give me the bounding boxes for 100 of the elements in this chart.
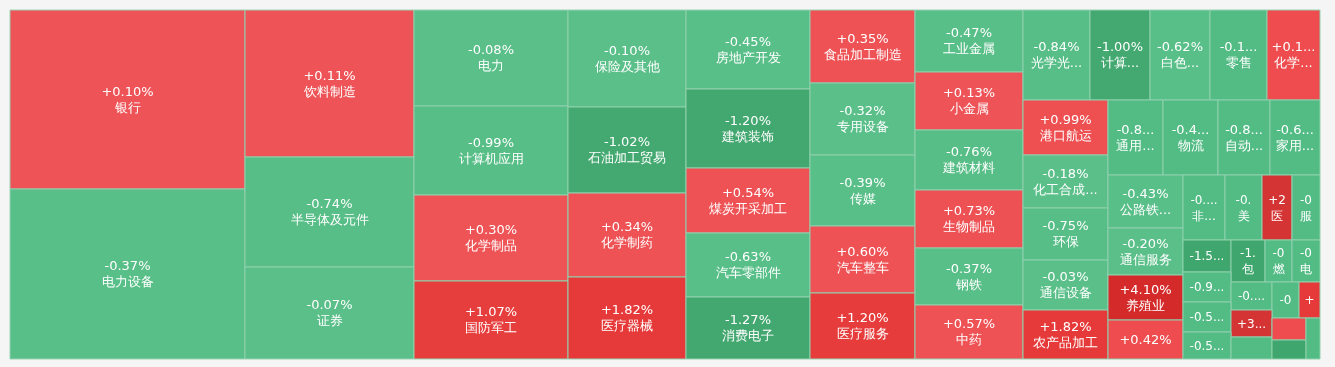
category-label: 环保 xyxy=(1052,234,1079,249)
category-label: 物流 xyxy=(1177,137,1204,153)
data-label: -0.99% xyxy=(468,134,514,150)
category-label: 化学... xyxy=(1274,55,1313,70)
category-label: 港口航运 xyxy=(1039,127,1092,143)
data-label: -0.... xyxy=(1190,192,1218,207)
data-label: -0.63% xyxy=(725,249,771,264)
data-label: -0.6... xyxy=(1276,121,1314,137)
category-label: 化工合成... xyxy=(1033,181,1098,197)
category-label: 医疗器械 xyxy=(601,318,653,333)
category-label: 服 xyxy=(1300,208,1312,223)
category-label: 钢铁 xyxy=(955,276,982,292)
category-label: 计算机应用 xyxy=(458,150,524,166)
data-label: +4.10% xyxy=(1119,281,1172,297)
data-label: +0.73% xyxy=(942,203,996,218)
data-label: -0 xyxy=(1272,246,1285,260)
category-label: 消费电子 xyxy=(722,328,774,343)
category-label: 美 xyxy=(1237,208,1250,223)
category-label: 国防军工 xyxy=(465,320,517,335)
category-label: 家用... xyxy=(1275,137,1315,153)
category-label: 通信设备 xyxy=(1039,285,1092,300)
data-label: -1.27% xyxy=(725,312,771,327)
data-label: +0.13% xyxy=(942,85,996,100)
category-label: 养殖业 xyxy=(1126,297,1165,313)
data-label: -0.08% xyxy=(468,42,514,57)
data-label: +0.57% xyxy=(942,316,996,331)
data-label: -0.62% xyxy=(1157,39,1203,54)
category-label: 保险及其他 xyxy=(594,58,660,74)
data-label: +3... xyxy=(1236,316,1267,331)
category-label: 专用设备 xyxy=(836,119,889,134)
category-label: 煤炭开采加工 xyxy=(709,200,787,216)
category-label: 电力 xyxy=(478,58,504,73)
data-label: -0.... xyxy=(1237,289,1266,303)
data-label: +0.35% xyxy=(836,30,889,46)
category-label: 医疗服务 xyxy=(836,326,889,341)
category-label: 燃 xyxy=(1272,262,1285,276)
data-label: +1.07% xyxy=(464,304,518,319)
data-label: -0.45% xyxy=(725,33,771,49)
data-label: -0 xyxy=(1279,293,1292,307)
data-label: -0.43% xyxy=(1122,185,1169,201)
data-label: +0.30% xyxy=(464,222,518,237)
data-label: +2 xyxy=(1268,192,1286,207)
data-label: +1.82% xyxy=(600,302,654,317)
data-label: -0.8... xyxy=(1116,121,1155,137)
data-label: +0.11% xyxy=(303,67,356,83)
category-label: 公路铁... xyxy=(1119,201,1172,217)
category-label: 通用... xyxy=(1116,137,1155,153)
data-label: -0.1... xyxy=(1219,39,1258,54)
category-label: 自动... xyxy=(1224,137,1264,153)
data-label: -0.37% xyxy=(104,258,151,273)
category-label: 医 xyxy=(1271,208,1283,223)
category-label: 饮料制造 xyxy=(302,83,356,99)
data-label: -0.47% xyxy=(946,25,992,40)
category-label: 建筑装饰 xyxy=(721,128,774,144)
category-label: 传媒 xyxy=(849,190,876,206)
data-label: -0.18% xyxy=(1042,165,1089,181)
data-label: -1.20% xyxy=(725,112,771,128)
category-label: 中药 xyxy=(956,332,982,347)
data-label: +0.34% xyxy=(600,219,654,234)
data-label: + xyxy=(1304,293,1315,307)
data-label: +0.1... xyxy=(1271,39,1316,54)
data-label: -0.76% xyxy=(946,144,992,159)
data-label: -0.5... xyxy=(1189,310,1225,324)
data-label: +1.20% xyxy=(836,310,889,325)
data-label: -1.5... xyxy=(1189,249,1225,263)
category-label: 通信服务 xyxy=(1119,251,1172,267)
category-label: 计算... xyxy=(1100,55,1140,70)
category-label: 农产品加工 xyxy=(1033,334,1098,350)
data-label: -0.20% xyxy=(1122,235,1169,251)
data-label: +0.10% xyxy=(101,83,154,99)
category-label: 电 xyxy=(1300,262,1312,276)
category-label: 石油加工贸易 xyxy=(588,150,666,165)
category-label: 生物制品 xyxy=(943,219,995,234)
data-label: -0.5... xyxy=(1189,338,1225,353)
data-label: +0.99% xyxy=(1039,111,1092,127)
data-label: -0.03% xyxy=(1042,269,1089,284)
data-label: -1.02% xyxy=(604,134,650,149)
data-label: -1.00% xyxy=(1097,39,1143,54)
data-label: -0.9... xyxy=(1189,280,1225,294)
data-label: -0 xyxy=(1300,192,1312,207)
data-label: -0.10% xyxy=(604,42,650,58)
category-label: 汽车零部件 xyxy=(715,265,781,280)
category-label: 建筑材料 xyxy=(942,160,995,175)
data-label: -0.39% xyxy=(839,174,886,190)
category-label: 化学制品 xyxy=(465,238,517,253)
data-label: -0 xyxy=(1300,246,1312,260)
category-label: 白色... xyxy=(1160,55,1200,70)
category-label: 包 xyxy=(1242,262,1254,276)
category-label: 证券 xyxy=(316,313,343,328)
data-label: -0.4... xyxy=(1171,121,1210,137)
data-label: +0.54% xyxy=(721,184,775,200)
category-label: 光学光... xyxy=(1030,55,1083,70)
category-label: 小金属 xyxy=(949,101,989,116)
category-label: 房地产开发 xyxy=(715,49,781,65)
data-label: -1. xyxy=(1240,246,1256,260)
data-label: -0.37% xyxy=(946,260,992,276)
category-label: 半导体及元件 xyxy=(290,212,369,227)
data-label: -0.75% xyxy=(1042,218,1089,233)
data-label: -0.74% xyxy=(306,196,353,211)
category-label: 电力设备 xyxy=(101,274,154,289)
